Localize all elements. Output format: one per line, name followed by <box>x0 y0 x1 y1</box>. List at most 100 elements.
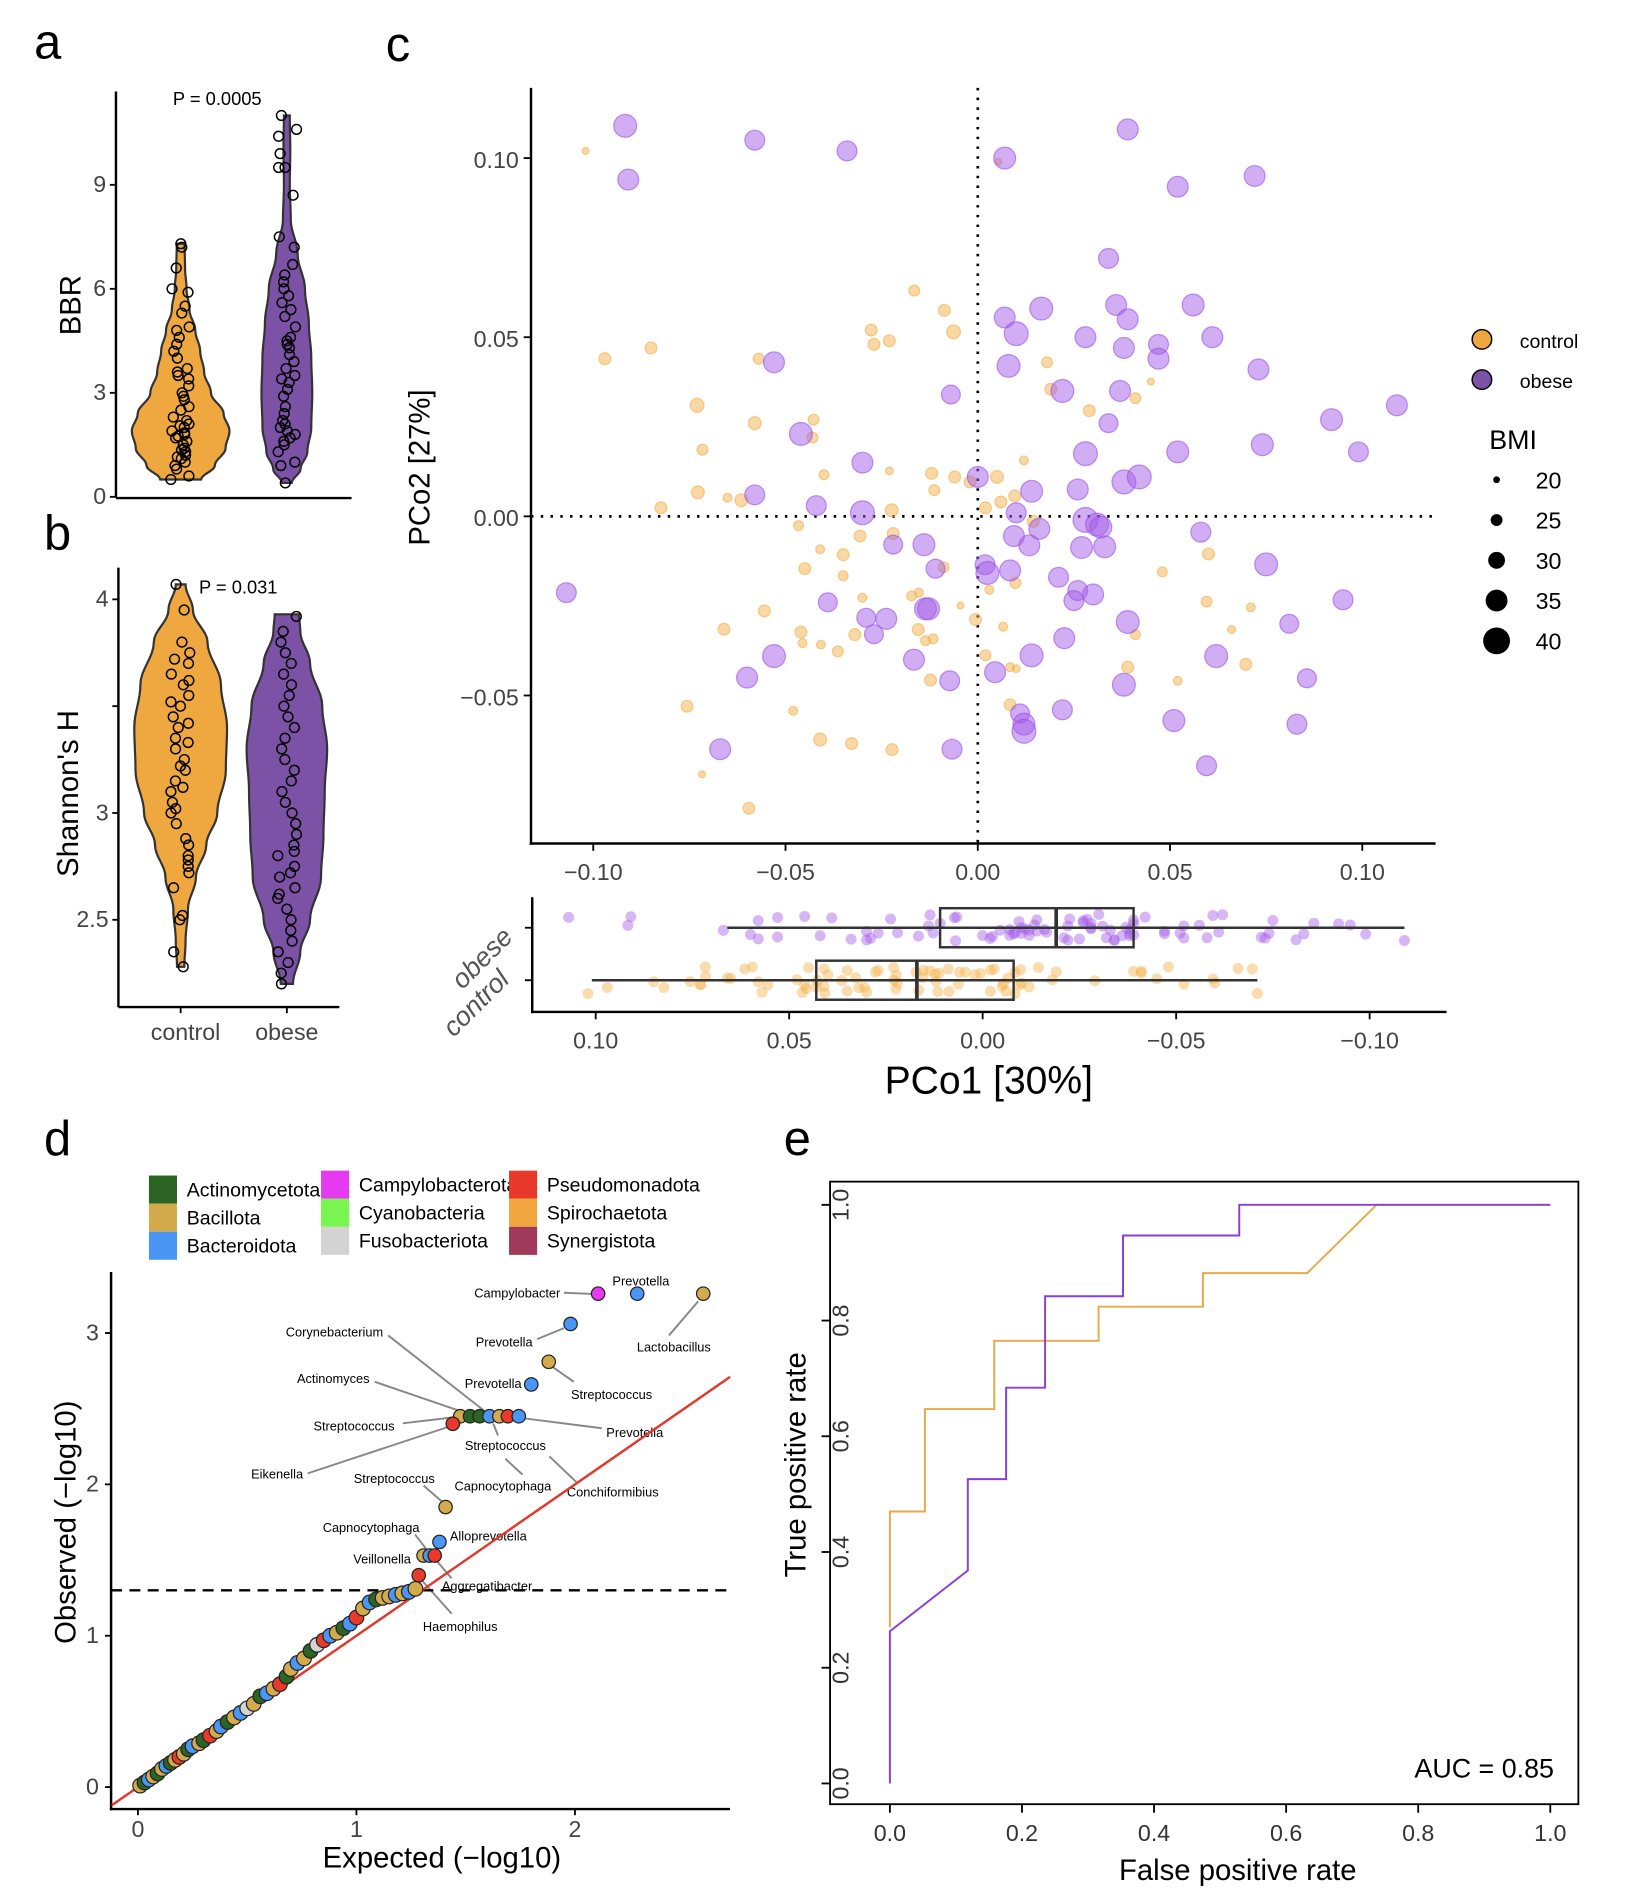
data-point-control <box>167 411 179 423</box>
data-point-control <box>984 584 995 595</box>
data-point-obese <box>278 668 290 680</box>
point-label: Lactobacillus <box>637 1339 711 1354</box>
data-point-control <box>171 366 184 378</box>
data-point-control <box>181 414 193 427</box>
data-point-control <box>928 484 941 497</box>
data-point-control <box>742 801 756 815</box>
jitter-point-obese <box>1015 927 1027 939</box>
data-point-control <box>864 323 878 337</box>
y-axis-title: BBR <box>55 275 88 335</box>
jitter-point-obese <box>1207 910 1219 922</box>
y-tick-label: 0.10 <box>474 147 519 173</box>
jitter-point-control <box>858 981 870 993</box>
data-point-control <box>183 373 195 385</box>
roc-curve-obese <box>888 1203 1551 1784</box>
data-point-obese <box>280 362 292 375</box>
data-point-obese <box>275 109 288 122</box>
data-point-obese <box>289 456 301 468</box>
data-point-obese <box>289 321 302 333</box>
data-point-obese <box>281 383 294 395</box>
data-point-obese <box>1111 672 1136 697</box>
jitter-point-obese <box>872 927 884 939</box>
jitter-point-obese <box>826 912 838 924</box>
data-point-control <box>1129 392 1142 405</box>
data-point-control <box>722 492 733 503</box>
jitter-point-obese <box>845 933 857 945</box>
data-point-control <box>175 444 188 456</box>
data-point-obese <box>288 241 300 253</box>
data-point-control <box>757 604 771 618</box>
data-point-obese <box>1072 441 1098 467</box>
jitter-point-obese <box>1004 929 1016 941</box>
legend-size-title: BMI <box>1489 425 1537 455</box>
jitter-point-control <box>984 964 996 976</box>
jitter-point-control <box>913 984 925 996</box>
y-tick-label: 3 <box>93 379 106 405</box>
data-point-obese <box>285 679 298 691</box>
data-point-control <box>948 470 962 484</box>
data-point-control <box>978 501 993 515</box>
data-point-control <box>884 503 899 518</box>
legend-label: Campylobacterota <box>359 1174 518 1196</box>
data-point-control <box>169 743 182 755</box>
data-point-obese <box>1070 535 1094 560</box>
data-point-control <box>794 625 808 639</box>
jitter-point-obese <box>1041 926 1053 938</box>
data-point-control <box>182 860 194 873</box>
jitter-point-control <box>872 964 884 976</box>
data-point-control <box>168 653 181 665</box>
data-point-control <box>857 592 868 603</box>
data-point-control <box>182 657 195 670</box>
data-point-control <box>180 833 192 845</box>
data-point-control <box>1172 675 1183 686</box>
data-point-control <box>176 387 188 399</box>
data-point-obese <box>917 597 941 621</box>
y-tick-label: 9 <box>93 171 106 197</box>
data-point-control <box>171 352 184 364</box>
p-value-annotation: P = 0.031 <box>199 576 278 597</box>
data-point-obese <box>273 130 285 142</box>
jitter-point-obese <box>1263 927 1275 939</box>
jitter-point-control <box>890 969 902 981</box>
data-point-control <box>908 284 921 297</box>
data-point-obese <box>290 818 302 830</box>
data-point-obese <box>289 369 301 382</box>
data-point-obese <box>282 956 294 969</box>
qq-point-labeled <box>523 1377 539 1392</box>
data-point-control <box>848 628 862 642</box>
data-point-control <box>989 469 1005 484</box>
point-label: Actinomyces <box>297 1371 370 1386</box>
data-point-control <box>1201 547 1216 561</box>
data-point-control <box>797 638 808 649</box>
y-tick-label: 3 <box>86 1319 99 1345</box>
data-point-control <box>183 470 195 482</box>
jitter-point-control <box>861 986 873 998</box>
jitter-point-control <box>818 963 830 975</box>
data-point-obese <box>1019 643 1044 668</box>
jitter-point-obese <box>1062 934 1074 946</box>
data-point-obese <box>288 721 301 734</box>
data-point-obese <box>849 500 875 526</box>
data-point-obese <box>1115 610 1140 635</box>
legend-swatch-control <box>1471 328 1493 350</box>
data-point-obese <box>875 607 898 630</box>
legend-size-label: 25 <box>1536 508 1562 534</box>
data-point-obese <box>287 189 299 201</box>
jitter-point-obese <box>1031 914 1043 926</box>
data-point-obese <box>836 140 858 162</box>
data-point-control <box>654 501 668 515</box>
data-point-control <box>168 946 180 958</box>
y-tick-label: 0 <box>86 1773 99 1799</box>
legend-swatch-obese <box>1471 369 1493 391</box>
jitter-point-obese <box>717 924 729 936</box>
legend-swatch-synergistota <box>509 1226 538 1255</box>
jitter-point-obese <box>864 932 876 944</box>
data-point-obese <box>744 484 766 506</box>
jitter-point-control <box>1014 979 1026 991</box>
jitter-point-control <box>819 987 831 999</box>
data-point-obese <box>1003 321 1029 347</box>
jitter-point-obese <box>744 928 756 940</box>
jitter-point-control <box>756 986 768 998</box>
jitter-point-obese <box>951 911 963 923</box>
jitter-point-control <box>1009 966 1021 978</box>
